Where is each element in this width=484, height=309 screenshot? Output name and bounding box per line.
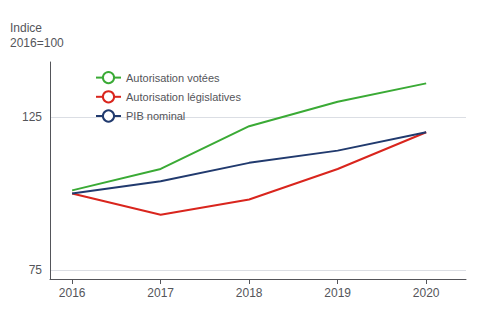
svg-text:Autorisation législatives: Autorisation législatives — [126, 91, 241, 103]
svg-text:2020: 2020 — [413, 286, 440, 300]
svg-text:PIB nominal: PIB nominal — [126, 110, 185, 122]
svg-text:Autorisation votées: Autorisation votées — [126, 72, 220, 84]
svg-text:125: 125 — [22, 110, 42, 124]
svg-text:2016: 2016 — [59, 286, 86, 300]
svg-text:75: 75 — [29, 263, 43, 277]
svg-text:2016=100: 2016=100 — [10, 36, 64, 50]
svg-text:2017: 2017 — [147, 286, 174, 300]
svg-text:Indice: Indice — [10, 21, 42, 35]
svg-text:2018: 2018 — [236, 286, 263, 300]
svg-text:2019: 2019 — [324, 286, 351, 300]
